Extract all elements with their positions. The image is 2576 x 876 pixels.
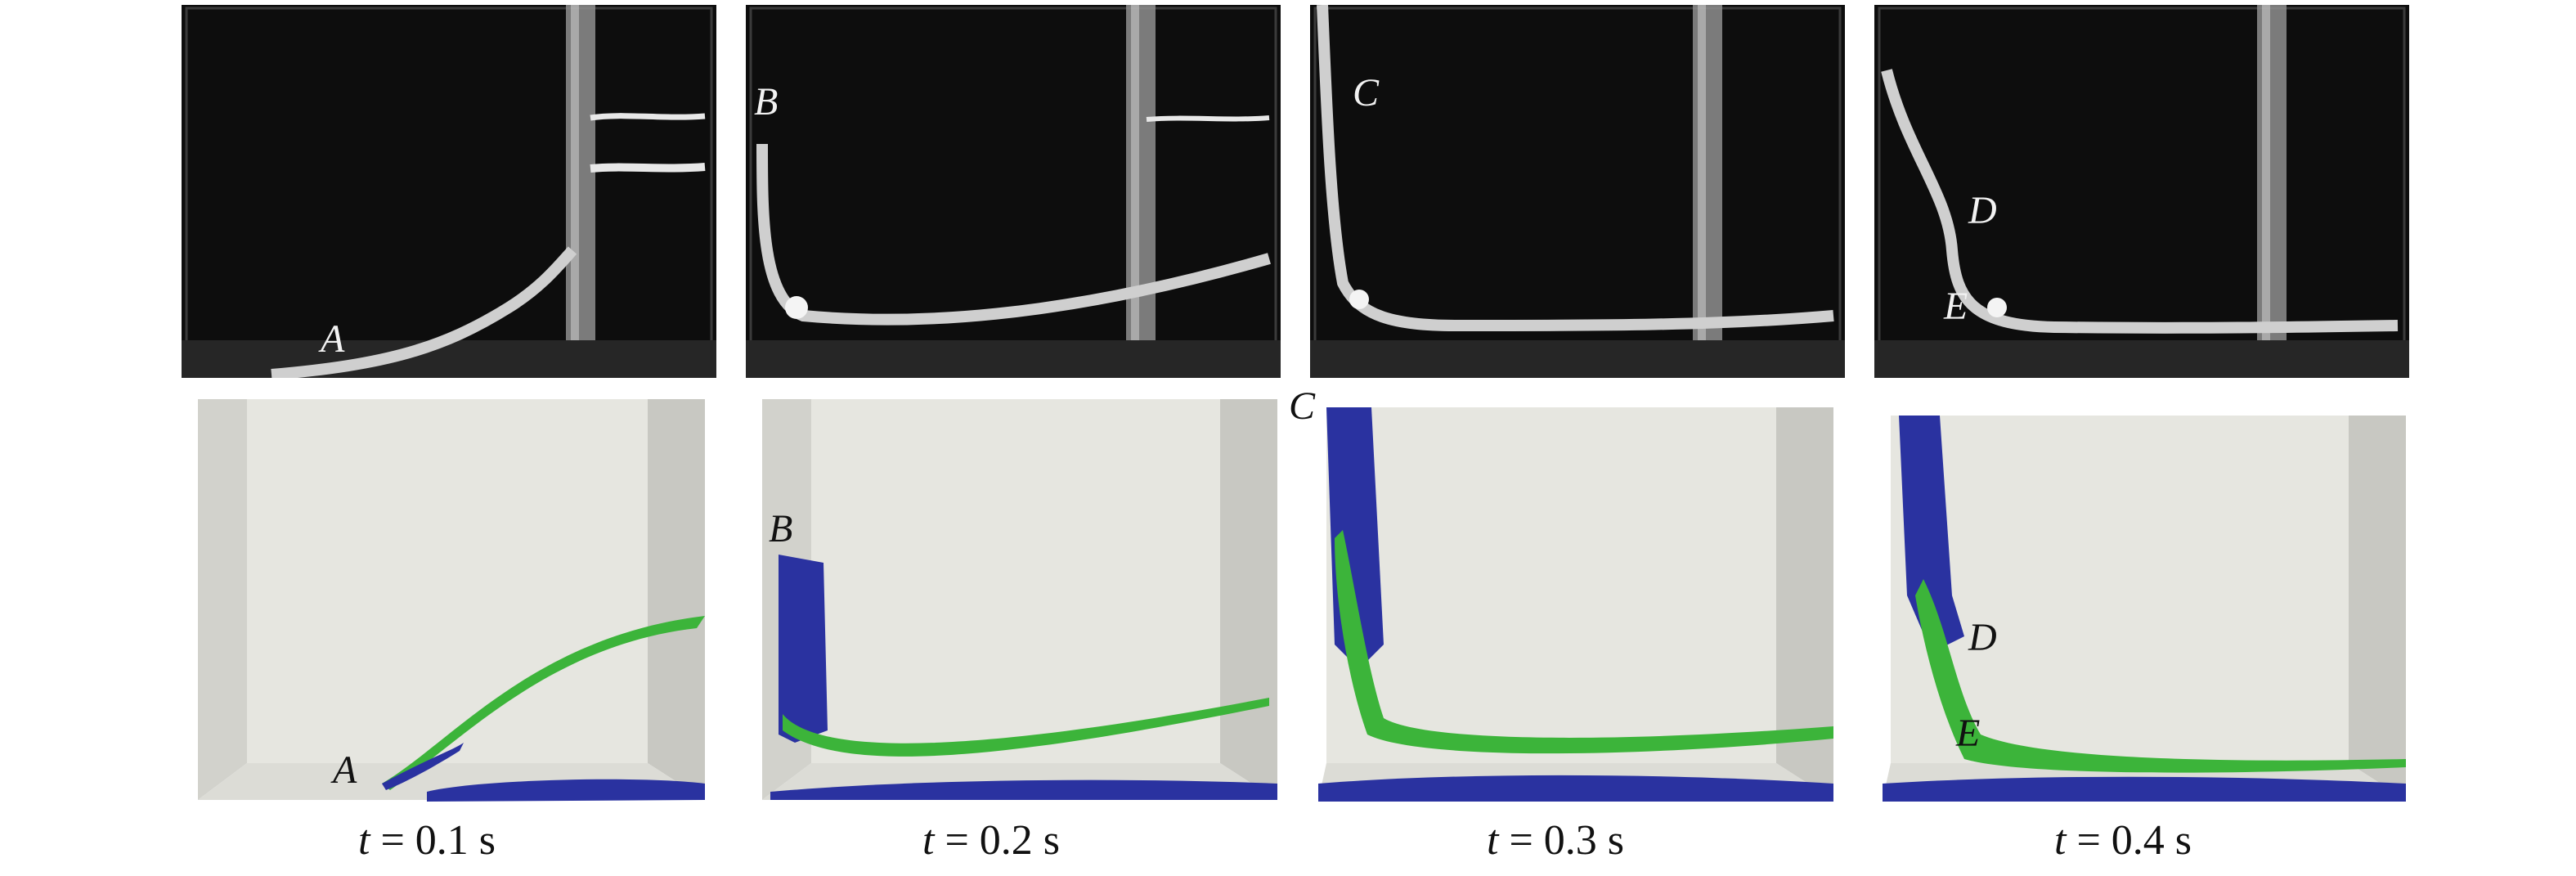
experiment-photo-t03-image	[1310, 5, 1845, 378]
time-value: = 0.3 s	[1509, 817, 1625, 864]
simulation-render-t03-image	[1318, 407, 1833, 802]
simulation-render-t01-image	[198, 399, 705, 802]
simulation-render-t02: B	[746, 399, 1281, 811]
time-value: = 0.1 s	[380, 817, 496, 864]
time-variable: t	[922, 817, 935, 864]
photo-label-b: B	[754, 80, 779, 124]
time-caption-t04: t = 0.4 s	[2054, 816, 2192, 865]
time-variable: t	[1487, 817, 1499, 864]
sim-label-b: B	[769, 507, 793, 550]
time-caption-t01: t = 0.1 s	[358, 816, 496, 865]
time-value: = 0.2 s	[945, 817, 1061, 864]
photo-label-c: C	[1353, 71, 1380, 115]
simulation-render-t02-image	[762, 399, 1277, 800]
experiment-photo-t01-image	[182, 5, 716, 378]
time-variable: t	[2054, 817, 2067, 864]
sim-label-a: A	[333, 748, 357, 792]
experiment-photo-t04-image	[1874, 5, 2409, 378]
time-value: = 0.4 s	[2076, 817, 2192, 864]
simulation-render-t04-image	[1883, 416, 2406, 802]
sim-label-e: E	[1956, 712, 1981, 755]
photo-label-e: E	[1944, 285, 1968, 328]
sim-label-c: C	[1289, 384, 1316, 428]
experiment-photo-t03: C	[1310, 5, 1845, 378]
experiment-photo-t02-image	[746, 5, 1281, 378]
time-caption-t02: t = 0.2 s	[922, 816, 1060, 865]
simulation-render-t01: A	[182, 399, 716, 811]
simulation-render-t04: D E	[1874, 399, 2409, 811]
time-caption-t03: t = 0.3 s	[1487, 816, 1624, 865]
simulation-render-t03: C	[1289, 387, 1845, 811]
photo-label-d: D	[1968, 189, 1997, 232]
experiment-photo-t01: A	[182, 5, 716, 378]
time-variable: t	[358, 817, 370, 864]
photo-label-a: A	[321, 317, 345, 361]
experiment-photo-t04: D E	[1874, 5, 2409, 378]
sim-label-d: D	[1968, 616, 1997, 659]
experiment-photo-t02: B	[746, 5, 1281, 378]
